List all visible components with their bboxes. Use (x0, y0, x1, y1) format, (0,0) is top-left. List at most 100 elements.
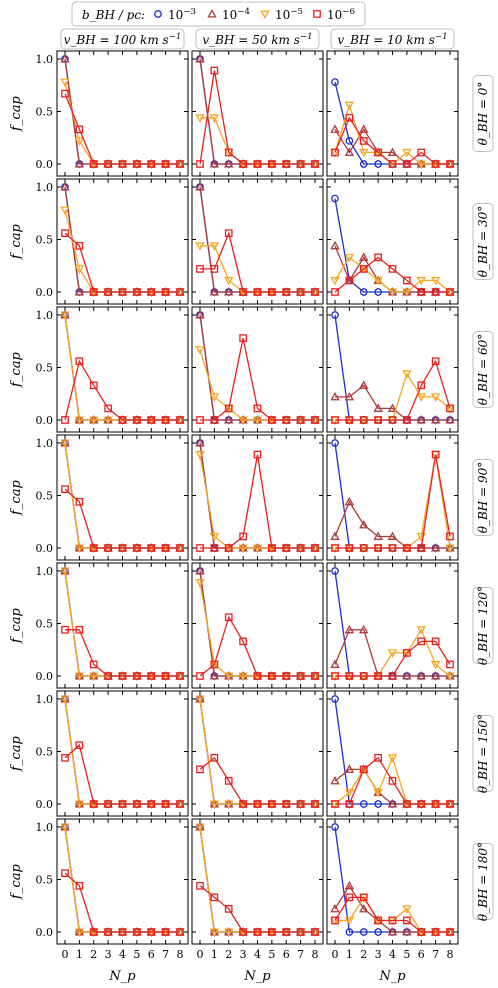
data-point-s3-x7 (161, 288, 170, 296)
data-point-s2-x1 (74, 544, 85, 553)
y-tick-label: 1.0 (36, 565, 54, 578)
data-point-s3-x7 (431, 288, 440, 296)
data-point-s1-x6 (416, 415, 426, 424)
data-point-s3-x8 (176, 288, 184, 296)
data-point-s2-x7 (430, 660, 441, 670)
series-line-1 (64, 442, 180, 549)
data-point-s3-x5 (268, 160, 276, 168)
y-axis-label: f_cap (9, 95, 24, 131)
data-point-s3-x3 (104, 160, 112, 168)
data-point-s3-x2 (224, 777, 233, 785)
panel-frame (191, 690, 324, 817)
data-point-s3-x6 (282, 288, 291, 296)
data-point-s3-x7 (161, 928, 170, 936)
data-point-s1-x0 (330, 775, 340, 785)
data-point-s1-x1 (74, 159, 85, 168)
data-point-s3-x5 (133, 288, 141, 296)
y-axis-label: f_cap (9, 223, 24, 259)
data-point-s3-x6 (417, 928, 426, 936)
data-point-s2-x3 (373, 788, 383, 798)
data-point-s3-x2 (359, 137, 368, 145)
data-point-s2-x6 (416, 160, 426, 169)
series-line-2 (199, 349, 315, 421)
data-point-s0-x0 (331, 311, 339, 319)
series-line-0 (199, 698, 315, 805)
data-point-s3-x6 (282, 928, 291, 936)
data-point-s2-x6 (416, 276, 426, 286)
series-line-1 (199, 570, 315, 677)
data-point-s2-x1 (344, 788, 355, 798)
data-point-s1-x0 (330, 659, 340, 668)
data-point-s3-x0 (331, 288, 339, 296)
legend-label-3: 10−6 (327, 7, 355, 22)
data-point-s3-x4 (388, 544, 397, 552)
data-point-s0-x3 (374, 288, 382, 296)
series-line-3 (64, 872, 180, 933)
data-point-s3-x5 (403, 800, 411, 808)
data-point-s2-x2 (89, 672, 99, 681)
data-point-s2-x8 (445, 544, 455, 553)
series-line-1 (199, 698, 315, 805)
data-point-s3-x7 (161, 416, 170, 424)
data-point-s3-x0 (196, 672, 204, 680)
row-label-5: θ_BH = 150° (476, 714, 490, 793)
data-point-s1-x0 (195, 310, 205, 319)
column-header-0: v_BH = 100 km s−1 (64, 32, 182, 47)
data-point-s3-x6 (147, 544, 156, 552)
y-tick-label: 0.0 (36, 670, 54, 683)
data-point-s2-x1 (209, 114, 220, 123)
y-axis-label: f_cap (9, 351, 24, 387)
data-point-s3-x7 (296, 416, 305, 424)
data-point-s3-x0 (331, 916, 339, 925)
data-point-s2-x0 (60, 439, 70, 448)
x-tick-label: 1 (211, 948, 218, 961)
data-point-s3-x8 (176, 672, 184, 680)
data-point-s3-x7 (431, 160, 440, 168)
data-point-s2-x1 (209, 393, 220, 402)
y-tick-label: 1.0 (36, 309, 54, 322)
data-point-s3-x2 (224, 544, 233, 552)
column-header-2: v_BH = 10 km s−1 (337, 32, 447, 47)
data-point-s3-x7 (161, 160, 170, 168)
data-point-s3-x8 (311, 160, 319, 168)
data-point-s1-x1 (209, 671, 220, 680)
series-line-3 (64, 744, 180, 805)
x-tick-label: 6 (283, 948, 290, 961)
data-point-s3-x6 (282, 416, 291, 424)
x-tick-label: 2 (90, 948, 97, 961)
data-point-s3-x4 (118, 928, 127, 936)
series-line-3 (335, 454, 451, 549)
data-point-s3-x3 (239, 532, 247, 541)
data-point-s2-x5 (402, 148, 412, 158)
data-point-s0-x0 (331, 78, 339, 86)
data-point-s2-x1 (74, 137, 85, 146)
legend-marker-1 (207, 9, 217, 18)
data-point-s3-x2 (224, 905, 233, 913)
data-point-s3-x4 (118, 800, 127, 808)
series-line-2 (64, 442, 180, 549)
data-point-s3-x4 (118, 672, 127, 680)
y-tick-label: 1.0 (36, 437, 54, 450)
y-axis-label: f_cap (9, 863, 24, 899)
data-point-s3-x3 (239, 800, 247, 808)
panel-r6-c0: 0.0 0.5 1.0 0 1 2 3 4 5 6 7 8 f_cap N_p (9, 818, 189, 984)
data-point-s2-x0 (60, 78, 70, 88)
series-line-3 (200, 231, 315, 293)
series-line-1 (64, 826, 180, 933)
series-line-1 (199, 826, 315, 933)
data-point-s2-x3 (238, 416, 248, 425)
data-point-s3-x8 (176, 928, 184, 936)
data-point-s1-x2 (224, 415, 234, 424)
data-point-s3-x5 (403, 416, 411, 424)
series-line-3 (334, 896, 450, 933)
x-tick-label: 5 (133, 948, 140, 961)
data-point-s0-x2 (359, 160, 368, 168)
series-line-1 (334, 128, 450, 165)
series-line-2 (335, 628, 451, 677)
x-tick-label: 7 (297, 948, 304, 961)
data-point-s2-x1 (344, 101, 355, 111)
y-tick-label: 0.5 (36, 490, 54, 503)
data-point-s1-x5 (402, 927, 412, 936)
y-tick-label: 1.0 (36, 821, 54, 834)
data-point-s3-x7 (431, 928, 440, 936)
